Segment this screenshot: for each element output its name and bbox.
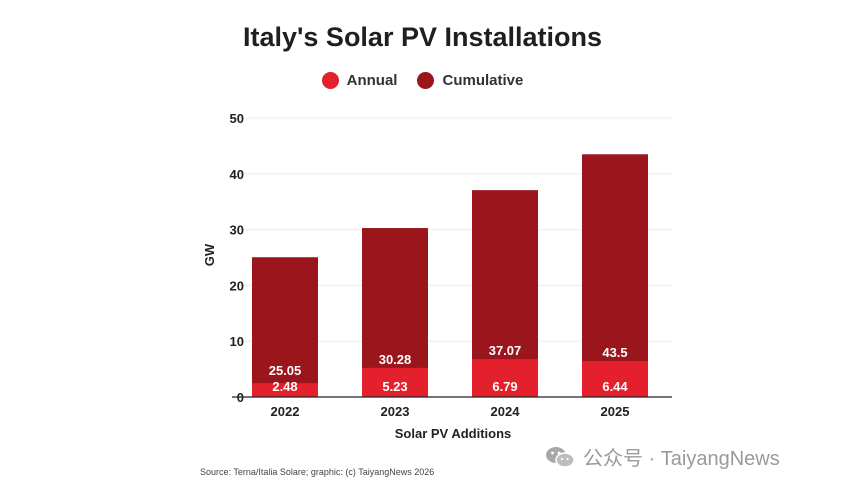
data-label-cumulative-2022: 25.05	[269, 363, 302, 378]
legend-swatch-annual	[321, 72, 339, 89]
bar-cumulative-2025	[582, 154, 648, 397]
y-tick-label: 20	[230, 278, 244, 293]
bar-annual-2023	[362, 367, 428, 397]
x-tick-label-2022: 2022	[271, 404, 300, 419]
y-tick-label: 40	[230, 167, 244, 182]
data-label-cumulative-2025: 43.5	[602, 345, 627, 360]
bar-annual-2024	[472, 359, 538, 397]
data-label-annual-2023: 5.23	[382, 379, 407, 394]
source-note: Source: Terna/Italia Solare; graphic: (c…	[200, 467, 435, 477]
legend-item-cumulative: Cumulative	[417, 72, 523, 89]
wechat-icon	[545, 445, 575, 469]
data-label-annual-2024: 6.79	[492, 379, 517, 394]
x-tick-label-2023: 2023	[381, 404, 410, 419]
y-axis-title: GW	[202, 243, 217, 266]
y-tick-label: 30	[230, 223, 244, 238]
axes: 010203040502022202320242025	[230, 111, 672, 419]
y-tick-label: 50	[230, 111, 244, 126]
watermark: 公众号 · TaiyangNews	[545, 442, 780, 471]
bar-cumulative-2022	[252, 257, 318, 397]
bar-annual-2025	[582, 361, 648, 397]
legend-swatch-cumulative	[417, 72, 435, 89]
legend-label-cumulative: Cumulative	[442, 72, 524, 89]
legend: Annual Cumulative	[0, 72, 845, 89]
x-axis-title: Solar PV Additions	[395, 426, 512, 441]
x-tick-label-2025: 2025	[601, 404, 630, 419]
watermark-text: 公众号 · TaiyangNews	[583, 448, 780, 470]
bar-annual-2022	[252, 383, 318, 397]
legend-label-annual: Annual	[346, 72, 398, 89]
data-label-annual-2025: 6.44	[602, 379, 628, 394]
x-tick-label-2024: 2024	[491, 404, 521, 419]
bars	[252, 154, 648, 397]
data-label-cumulative-2023: 30.28	[379, 352, 412, 367]
data-label-annual-2022: 2.48	[272, 379, 297, 394]
legend-item-annual: Annual	[321, 72, 398, 89]
chart-title: Italy's Solar PV Installations	[242, 22, 603, 52]
y-tick-label: 10	[230, 334, 244, 349]
data-label-cumulative-2024: 37.07	[489, 343, 522, 358]
